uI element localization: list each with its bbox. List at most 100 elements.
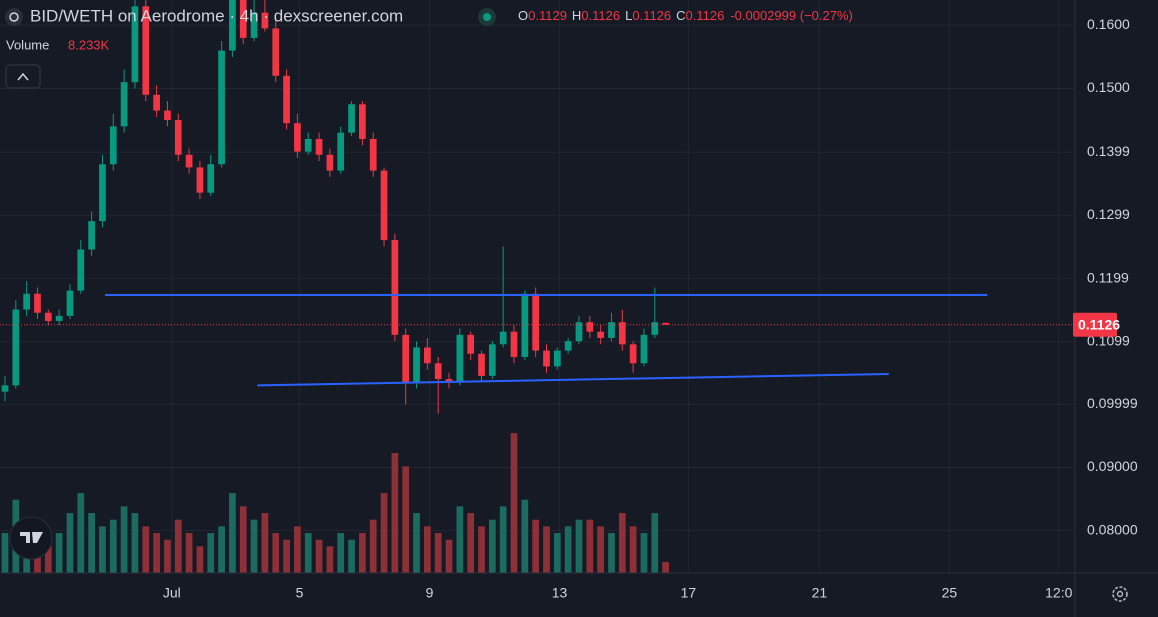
candle-body bbox=[543, 350, 550, 367]
volume-bar bbox=[283, 539, 290, 573]
candle-body bbox=[532, 293, 540, 351]
volume-bar bbox=[456, 506, 464, 573]
volume-bar bbox=[369, 519, 377, 573]
collapse-button[interactable] bbox=[5, 64, 41, 89]
chart-title: BID/WETH on Aerodrome · 4h · dexscreener… bbox=[30, 6, 403, 25]
candle-body bbox=[380, 170, 388, 241]
candle-body bbox=[174, 120, 182, 155]
volume-bar bbox=[532, 519, 540, 573]
candle-body bbox=[1, 385, 9, 392]
candle-body bbox=[424, 347, 431, 364]
candle-body bbox=[272, 28, 280, 76]
volume-bar bbox=[229, 493, 236, 573]
candle-body bbox=[131, 6, 139, 83]
candle-body bbox=[478, 353, 485, 376]
last-price-label: 0.1126 bbox=[1078, 316, 1120, 332]
volume-bar bbox=[44, 546, 52, 573]
volume-bar bbox=[250, 519, 258, 573]
y-tick-label: 0.09000 bbox=[1087, 458, 1138, 474]
settings-button[interactable] bbox=[1112, 586, 1128, 602]
volume-bar bbox=[131, 513, 139, 573]
candle-body bbox=[467, 334, 475, 354]
y-tick-label: 0.1199 bbox=[1087, 269, 1129, 285]
candle-body bbox=[651, 322, 659, 335]
volume-bar bbox=[564, 526, 572, 573]
ohlc-letter: O bbox=[518, 8, 528, 23]
candle-body bbox=[142, 6, 150, 95]
candle-body bbox=[229, 0, 236, 51]
volume-bar bbox=[651, 513, 659, 573]
x-tick-label: 13 bbox=[552, 585, 568, 601]
candle-body bbox=[499, 331, 507, 345]
volume-bar bbox=[597, 526, 604, 573]
volume-bar bbox=[88, 513, 95, 573]
volume-bar bbox=[294, 526, 301, 573]
y-tick-label: 0.1600 bbox=[1087, 16, 1130, 32]
overlay-layer bbox=[0, 294, 1075, 387]
volume-bar bbox=[467, 513, 475, 573]
volume-bar bbox=[142, 526, 150, 573]
volume-bar bbox=[99, 526, 106, 573]
candle-body bbox=[261, 12, 269, 29]
volume-bar bbox=[586, 519, 594, 573]
volume-bar bbox=[575, 519, 583, 573]
candle-body bbox=[294, 123, 301, 152]
collapse-icon bbox=[17, 72, 29, 81]
volume-bar bbox=[521, 499, 529, 573]
candle-body bbox=[120, 82, 128, 127]
axes: 0.16000.15000.13990.12990.11990.10990.09… bbox=[163, 16, 1138, 601]
volume-bar bbox=[348, 539, 355, 573]
pair-icon bbox=[5, 8, 23, 26]
candle-body bbox=[304, 138, 312, 152]
volume-bar bbox=[55, 533, 63, 573]
candle-body bbox=[185, 154, 193, 168]
x-tick-label: 5 bbox=[296, 585, 304, 601]
volume-bar bbox=[510, 433, 518, 573]
candle-body bbox=[488, 344, 496, 376]
ohlc-letter: C bbox=[676, 8, 685, 23]
candle-body bbox=[445, 379, 453, 383]
candle-body bbox=[34, 293, 41, 313]
volume-bar bbox=[337, 533, 345, 573]
volume-bar bbox=[261, 513, 269, 573]
price-change: -0.0002999 (−0.27%) bbox=[730, 8, 853, 23]
candle-body bbox=[618, 322, 626, 345]
volume-bar bbox=[120, 506, 128, 573]
ohlc-letter: L bbox=[625, 8, 632, 23]
volume-bar bbox=[618, 513, 626, 573]
candle-body bbox=[218, 50, 225, 165]
x-tick-label: 12:0 bbox=[1045, 585, 1072, 601]
candle-body bbox=[391, 240, 399, 335]
volume-bar bbox=[434, 533, 442, 573]
volume-bar bbox=[445, 539, 453, 573]
volume-bar bbox=[629, 526, 637, 573]
candle-body bbox=[283, 75, 290, 124]
volume-bar bbox=[499, 506, 507, 573]
y-tick-label: 0.08000 bbox=[1087, 521, 1138, 537]
candle-body bbox=[164, 110, 171, 121]
volume-value: 8.233K bbox=[68, 37, 110, 52]
candle-body bbox=[629, 344, 637, 364]
ohlc-value: 0.1126 bbox=[632, 8, 671, 23]
candle-body bbox=[456, 334, 464, 383]
ohlc-value: 0.1126 bbox=[581, 8, 620, 23]
volume-bar bbox=[553, 533, 561, 573]
y-tick-label: 0.09999 bbox=[1087, 395, 1138, 411]
candle-body bbox=[597, 331, 604, 338]
candle-body bbox=[359, 104, 366, 139]
volume-bar bbox=[478, 526, 485, 573]
volume-bar bbox=[424, 526, 431, 573]
volume-bar bbox=[543, 526, 550, 573]
candle-body bbox=[326, 154, 334, 171]
candle-body bbox=[521, 293, 529, 357]
candle-body bbox=[55, 315, 63, 321]
tv-logo bbox=[20, 532, 43, 543]
candle-body bbox=[315, 138, 323, 155]
volume-bar bbox=[488, 519, 496, 573]
tv-logo[interactable] bbox=[9, 516, 53, 560]
volume-bar bbox=[380, 493, 388, 573]
candle-body bbox=[575, 322, 583, 342]
y-tick-label: 0.1299 bbox=[1087, 206, 1130, 222]
x-tick-label: 17 bbox=[681, 585, 697, 601]
